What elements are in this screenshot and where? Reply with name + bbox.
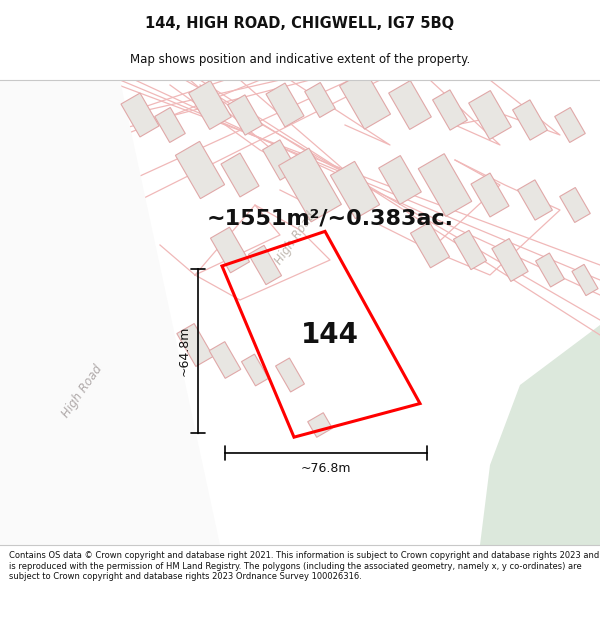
Polygon shape	[275, 358, 304, 392]
Text: 144: 144	[301, 321, 359, 349]
Polygon shape	[266, 83, 304, 127]
Polygon shape	[305, 82, 335, 118]
Polygon shape	[121, 93, 159, 137]
Text: ~76.8m: ~76.8m	[301, 462, 351, 476]
Polygon shape	[221, 153, 259, 197]
Polygon shape	[308, 412, 332, 437]
Polygon shape	[410, 222, 449, 268]
Polygon shape	[175, 141, 224, 199]
Text: Contains OS data © Crown copyright and database right 2021. This information is : Contains OS data © Crown copyright and d…	[9, 551, 599, 581]
Polygon shape	[248, 246, 281, 284]
Text: High Road: High Road	[272, 209, 318, 267]
Polygon shape	[0, 80, 220, 545]
Polygon shape	[560, 188, 590, 222]
Polygon shape	[418, 154, 472, 216]
Polygon shape	[331, 161, 380, 219]
Polygon shape	[518, 180, 553, 220]
Text: High Road: High Road	[59, 363, 105, 421]
Polygon shape	[155, 107, 185, 142]
Polygon shape	[471, 173, 509, 217]
Polygon shape	[227, 95, 262, 135]
Polygon shape	[454, 231, 487, 269]
Polygon shape	[536, 253, 565, 287]
Polygon shape	[278, 148, 341, 222]
Polygon shape	[492, 239, 528, 281]
Polygon shape	[480, 325, 600, 545]
Text: ~1551m²/~0.383ac.: ~1551m²/~0.383ac.	[206, 209, 454, 229]
Polygon shape	[263, 140, 298, 180]
Polygon shape	[211, 227, 250, 273]
Polygon shape	[433, 90, 467, 130]
Polygon shape	[340, 71, 391, 129]
Polygon shape	[177, 324, 213, 366]
Polygon shape	[242, 354, 268, 386]
Polygon shape	[389, 81, 431, 129]
Polygon shape	[209, 342, 241, 378]
Text: 144, HIGH ROAD, CHIGWELL, IG7 5BQ: 144, HIGH ROAD, CHIGWELL, IG7 5BQ	[145, 16, 455, 31]
Text: Map shows position and indicative extent of the property.: Map shows position and indicative extent…	[130, 54, 470, 66]
Text: ~64.8m: ~64.8m	[178, 326, 191, 376]
Polygon shape	[512, 100, 547, 140]
Polygon shape	[188, 81, 232, 129]
Polygon shape	[379, 156, 421, 204]
Polygon shape	[555, 107, 585, 142]
Polygon shape	[572, 264, 598, 296]
Polygon shape	[469, 91, 511, 139]
